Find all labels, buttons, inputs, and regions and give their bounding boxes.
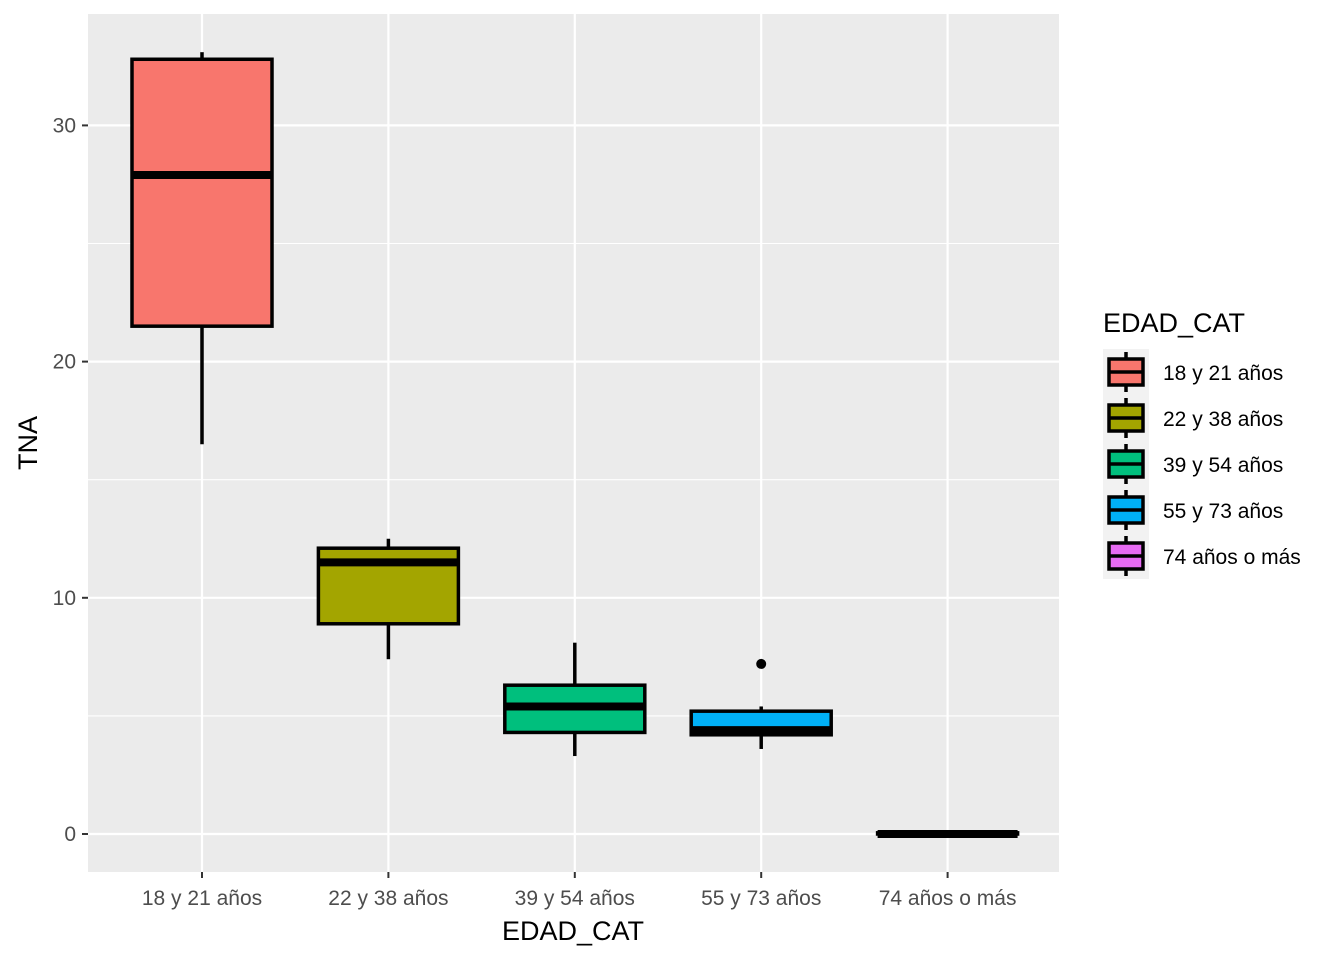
x-tick-label: 18 y 21 años xyxy=(142,887,262,910)
legend-item: 18 y 21 años xyxy=(1103,349,1283,395)
legend-title: EDAD_CAT xyxy=(1103,308,1245,338)
y-tick-label: 0 xyxy=(64,823,76,846)
legend: EDAD_CAT 18 y 21 años 22 y 38 años 39 y 54… xyxy=(1103,308,1301,579)
y-axis: 0 10 20 30 xyxy=(53,114,88,846)
legend-label: 74 años o más xyxy=(1163,546,1301,569)
x-tick-label: 55 y 73 años xyxy=(701,887,821,910)
y-tick-label: 20 xyxy=(53,351,76,374)
box-group xyxy=(875,830,1020,838)
x-axis-title: EDAD_CAT xyxy=(502,916,644,946)
y-axis-title: TNA xyxy=(13,416,43,470)
legend-item: 39 y 54 años xyxy=(1103,441,1283,487)
box-group xyxy=(316,538,461,660)
box-group xyxy=(503,642,647,757)
outlier-point xyxy=(756,658,767,669)
y-tick-label: 30 xyxy=(53,114,76,137)
legend-item: 74 años o más xyxy=(1103,533,1301,579)
boxes xyxy=(130,52,1020,838)
legend-item: 22 y 38 años xyxy=(1103,395,1283,441)
x-tick-label: 39 y 54 años xyxy=(515,887,635,910)
x-tick-label: 22 y 38 años xyxy=(328,887,448,910)
x-axis: 18 y 21 años 22 y 38 años 39 y 54 años 55 y… xyxy=(142,872,1017,910)
legend-label: 39 y 54 años xyxy=(1163,454,1283,477)
legend-label: 22 y 38 años xyxy=(1163,408,1283,431)
box-group xyxy=(689,658,833,749)
box-rect xyxy=(130,57,274,328)
legend-label: 18 y 21 años xyxy=(1163,362,1283,385)
y-tick-label: 10 xyxy=(53,587,76,610)
x-tick-label: 74 años o más xyxy=(879,887,1017,910)
legend-item: 55 y 73 años xyxy=(1103,487,1283,533)
box-group xyxy=(130,52,274,445)
legend-label: 55 y 73 años xyxy=(1163,500,1283,523)
